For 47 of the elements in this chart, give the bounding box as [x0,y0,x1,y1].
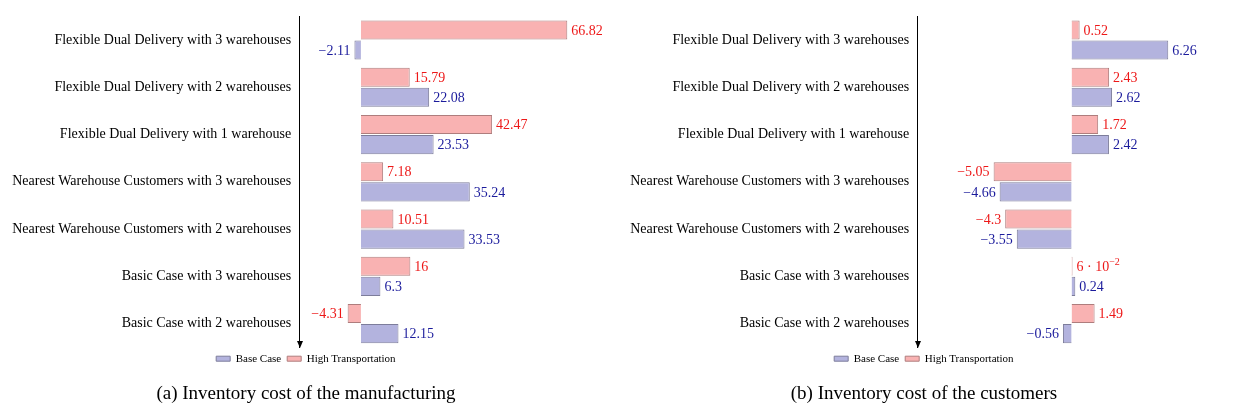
data-label: 2.43 [1113,69,1138,85]
data-label: 0.24 [1079,279,1104,295]
data-label: −3.55 [980,231,1013,247]
data-label: 6.3 [384,279,402,295]
data-label: 22.08 [433,90,465,105]
data-label: 10.51 [397,211,429,227]
data-label: 1.49 [1098,306,1124,322]
data-label: 15.79 [413,69,446,85]
data-label: 23.53 [437,137,470,153]
data-label: −4.31 [311,306,344,322]
text: (b) Inventory cost of the customers [790,381,1058,404]
y-tick-label: Flexible Dual Delivery with 3 warehouses [672,31,910,47]
y-tick-label: Flexible Dual Delivery with 1 warehouse [677,126,910,142]
data-label: −4.66 [963,184,996,200]
data-label: −0.56 [1026,326,1059,342]
legend-label: High Transportation [924,351,1015,364]
y-tick-label: Nearest Warehouse Customers with 3 warehouses [12,173,292,189]
y-tick-label: Flexible Dual Delivery with 2 warehouses [54,78,292,94]
data-label: 2.42 [1112,137,1138,153]
data-label: −4.3 [975,211,1002,227]
data-label: 16 [414,258,429,274]
data-label: 6.26 [1172,42,1197,58]
text: (a) Inventory cost of the manufacturing [156,381,457,404]
data-label: 42.47 [496,117,528,133]
y-tick-label: Basic Case with 2 warehouses [121,315,292,331]
y-tick-label: Basic Case with 3 warehouses [739,267,910,283]
y-tick-label: Flexible Dual Delivery with 2 warehouses [672,78,910,94]
y-tick-label: Basic Case with 2 warehouses [739,315,910,331]
y-tick-label: Flexible Dual Delivery with 3 warehouses [54,31,292,47]
y-tick-label: Nearest Warehouse Customers with 2 warehouses [12,220,292,236]
data-label: 7.18 [387,164,412,180]
legend-label: High Transportation [306,351,397,364]
data-label: 33.53 [468,231,500,247]
data-label: 2.62 [1116,90,1141,105]
data-label: 0.52 [1083,22,1109,38]
data-label: 35.24 [473,184,506,200]
y-tick-label: Nearest Warehouse Customers with 3 warehouses [630,173,910,189]
y-tick-label: Basic Case with 3 warehouses [121,267,292,283]
data-label: 1.72 [1102,117,1127,133]
data-label: −5.05 [957,164,990,180]
data-label: 12.15 [402,326,434,342]
y-tick-label: Flexible Dual Delivery with 1 warehouse [59,126,292,142]
legend-label: Base Case [235,351,282,364]
data-label: 66.82 [571,22,603,38]
y-tick-label: Nearest Warehouse Customers with 2 warehouses [630,220,910,236]
data-label: −2.11 [318,42,351,58]
legend-label: Base Case [853,351,900,364]
